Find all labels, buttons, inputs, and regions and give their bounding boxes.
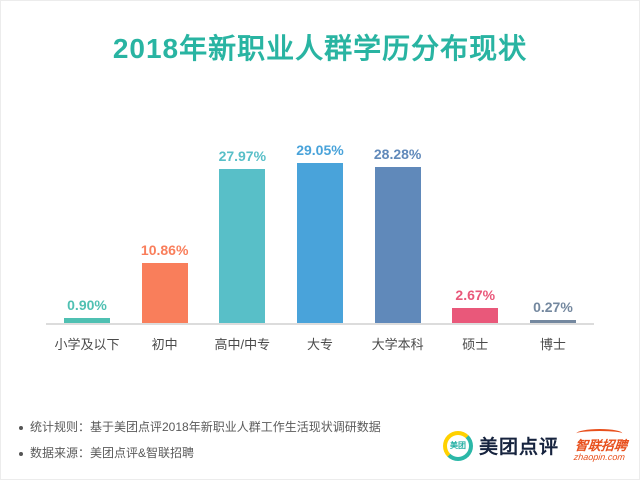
bar-value-label: 27.97% (218, 148, 267, 164)
meituan-circle-icon: 美团 (442, 430, 473, 461)
meituan-logo-text: 美团点评 (478, 437, 559, 459)
zhaopin-logo-text: 智联招聘 (574, 437, 628, 453)
bar-value-label: 2.67% (455, 287, 496, 303)
x-axis-labels: 小学及以下 初中 高中/中专 大专 大学本科 硕士 博士 (46, 334, 594, 353)
footnote-text: 统计规则：基于美团点评2018年新职业人群工作生活现状调研数据 (30, 420, 381, 435)
category-label: 大专 (306, 337, 333, 352)
bar-column: 27.97% (205, 148, 279, 323)
category-label: 大学本科 (371, 337, 424, 352)
bar-column: 10.86% (128, 242, 202, 323)
footnotes: 统计规则：基于美团点评2018年新职业人群工作生活现状调研数据 数据来源：美团点… (19, 415, 381, 467)
bar-column: 28.28% (361, 146, 435, 323)
footnote-item: 统计规则：基于美团点评2018年新职业人群工作生活现状调研数据 (19, 415, 381, 441)
bar (141, 263, 188, 323)
footer: 统计规则：基于美团点评2018年新职业人群工作生活现状调研数据 数据来源：美团点… (19, 415, 629, 467)
bullet-icon (19, 452, 23, 457)
bar-chart: 0.90% 10.86% 27.97% 29.05% 28.28% 2.67% 0.27% … (46, 125, 594, 353)
bar-column: 2.67% (438, 287, 512, 323)
bar-value-label: 10.86% (140, 242, 189, 258)
category-label: 小学及以下 (54, 337, 120, 352)
chart-title: 2018年新职业人群学历分布现状 (112, 33, 528, 64)
footnote-item: 数据来源：美团点评&智联招聘 (19, 441, 381, 467)
brand-logos: 美团 美团点评 智联招聘 zhaopin.com (442, 428, 629, 467)
bar-column: 29.05% (283, 142, 357, 323)
zhaopin-logo: 智联招聘 zhaopin.com (573, 428, 629, 463)
category-label: 硕士 (462, 337, 489, 352)
zhaopin-logo-url: zhaopin.com (573, 452, 626, 463)
bar-column: 0.27% (516, 299, 590, 323)
bar (296, 163, 343, 323)
footnote-text: 数据来源：美团点评&智联招聘 (30, 446, 195, 461)
bar (64, 318, 110, 323)
bar-value-label: 0.90% (67, 297, 107, 313)
bar-column: 0.90% (50, 297, 124, 323)
bullet-icon (19, 426, 23, 431)
bar (219, 169, 266, 323)
bar-value-label: 28.28% (373, 146, 422, 162)
bar-value-label: 0.27% (533, 299, 573, 315)
meituan-dianping-logo: 美团 美团点评 (442, 430, 559, 461)
zhaopin-swoosh-icon (575, 428, 623, 438)
bar (374, 167, 421, 323)
bar-value-label: 29.05% (296, 142, 344, 158)
bar (529, 320, 576, 323)
category-label: 博士 (539, 337, 566, 352)
chart-plot-area: 0.90% 10.86% 27.97% 29.05% 28.28% 2.67% 0.27% (46, 125, 594, 325)
category-label: 初中 (151, 337, 178, 352)
category-label: 高中/中专 (214, 337, 271, 352)
bar (452, 308, 499, 323)
